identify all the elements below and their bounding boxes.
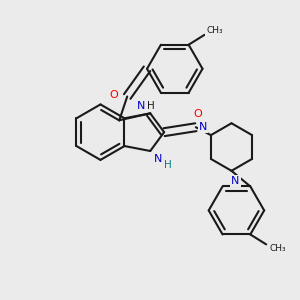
Text: N: N: [154, 154, 162, 164]
Text: N: N: [137, 101, 145, 111]
Text: CH₃: CH₃: [206, 26, 223, 35]
Text: H: H: [164, 160, 172, 170]
Text: CH₃: CH₃: [270, 244, 286, 253]
Text: O: O: [109, 89, 118, 100]
Text: N: N: [231, 176, 240, 186]
Text: H: H: [147, 101, 155, 111]
Text: N: N: [199, 122, 207, 132]
Text: O: O: [194, 109, 202, 119]
